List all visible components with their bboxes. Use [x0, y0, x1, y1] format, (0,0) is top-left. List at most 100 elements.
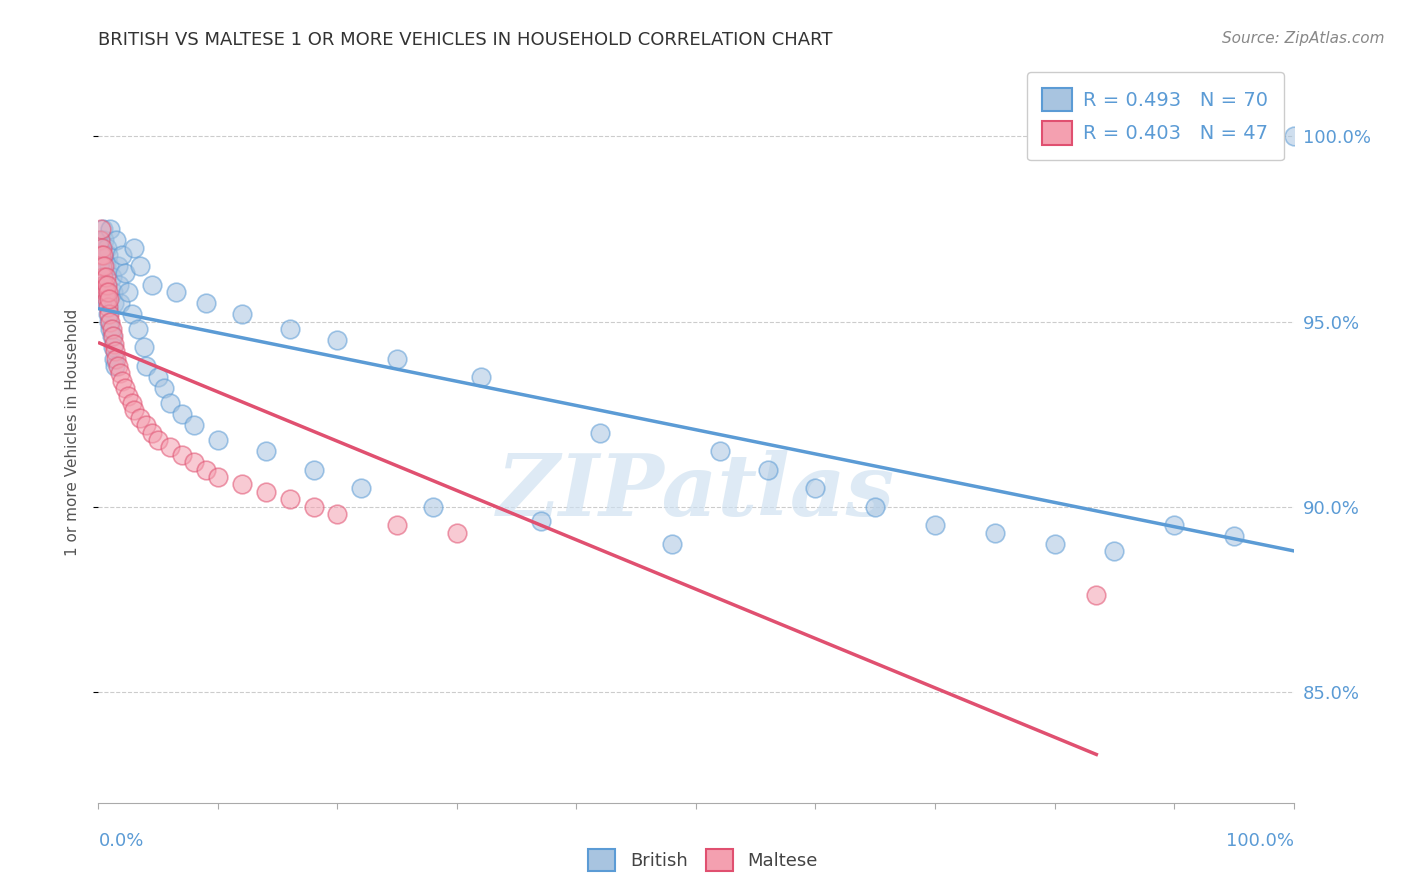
Point: [1085, 589, 1108, 603]
Point: [98, 293, 121, 307]
Point: [124, 240, 146, 254]
Point: [350, 481, 373, 495]
Point: [93, 277, 115, 292]
Point: [326, 507, 349, 521]
Point: [94, 259, 117, 273]
Point: [661, 536, 683, 550]
Point: [984, 525, 1007, 540]
Point: [865, 500, 887, 514]
Point: [89, 240, 111, 254]
Point: [231, 477, 253, 491]
Point: [117, 388, 139, 402]
Point: [1223, 529, 1246, 543]
Point: [446, 525, 468, 540]
Point: [111, 374, 134, 388]
Point: [207, 433, 229, 447]
Point: [91, 259, 114, 273]
Point: [96, 296, 118, 310]
Point: [278, 322, 301, 336]
Point: [98, 314, 121, 328]
Legend: R = 0.493   N = 70, R = 0.403   N = 47: R = 0.493 N = 70, R = 0.403 N = 47: [1026, 72, 1284, 161]
Point: [89, 233, 111, 247]
Point: [107, 277, 129, 292]
Point: [98, 314, 122, 328]
Point: [97, 285, 120, 299]
Point: [104, 359, 127, 373]
Point: [422, 500, 444, 514]
Point: [135, 359, 157, 373]
Point: [98, 307, 121, 321]
Point: [153, 381, 176, 395]
Point: [756, 462, 779, 476]
Point: [804, 481, 827, 495]
Point: [103, 336, 125, 351]
Point: [105, 351, 128, 366]
Point: [172, 448, 194, 462]
Point: [470, 370, 492, 384]
Point: [101, 285, 124, 299]
Point: [165, 285, 187, 299]
Point: [159, 396, 181, 410]
Point: [107, 259, 129, 273]
Point: [91, 267, 114, 281]
Point: [231, 307, 253, 321]
Point: [183, 418, 205, 433]
Text: ZIPatlas: ZIPatlas: [496, 450, 896, 533]
Point: [302, 462, 325, 476]
Point: [254, 484, 277, 499]
Point: [302, 500, 325, 514]
Point: [97, 300, 120, 314]
Point: [132, 341, 155, 355]
Point: [114, 381, 136, 395]
Point: [709, 444, 731, 458]
Point: [124, 403, 146, 417]
Point: [589, 425, 612, 440]
Point: [90, 233, 112, 247]
Point: [114, 267, 136, 281]
Point: [91, 248, 114, 262]
Point: [1282, 129, 1305, 144]
Text: 0.0%: 0.0%: [98, 832, 143, 850]
Point: [91, 240, 114, 254]
Point: [127, 322, 149, 336]
Point: [141, 425, 163, 440]
Point: [148, 370, 170, 384]
Point: [385, 518, 409, 533]
Point: [117, 285, 139, 299]
Text: Source: ZipAtlas.com: Source: ZipAtlas.com: [1222, 31, 1385, 46]
Point: [107, 359, 129, 373]
Point: [108, 296, 131, 310]
Text: BRITISH VS MALTESE 1 OR MORE VEHICLES IN HOUSEHOLD CORRELATION CHART: BRITISH VS MALTESE 1 OR MORE VEHICLES IN…: [98, 31, 832, 49]
Point: [129, 410, 152, 425]
Point: [97, 248, 120, 262]
Point: [183, 455, 205, 469]
Point: [135, 418, 157, 433]
Point: [98, 322, 122, 336]
Point: [90, 222, 112, 236]
Point: [91, 270, 114, 285]
Point: [148, 433, 170, 447]
Point: [93, 277, 115, 292]
Point: [103, 351, 125, 366]
Point: [1043, 536, 1066, 550]
Point: [101, 341, 124, 355]
Point: [105, 233, 128, 247]
Legend: British, Maltese: British, Maltese: [581, 842, 825, 879]
Point: [278, 492, 301, 507]
Point: [96, 240, 118, 254]
Point: [90, 248, 112, 262]
Point: [207, 470, 229, 484]
Point: [530, 515, 553, 529]
Point: [91, 248, 114, 262]
Point: [91, 222, 114, 236]
Point: [100, 270, 122, 285]
Point: [93, 259, 115, 273]
Point: [111, 248, 134, 262]
Point: [96, 277, 118, 292]
Point: [254, 444, 277, 458]
Point: [98, 222, 122, 236]
Point: [108, 367, 131, 381]
Point: [172, 407, 194, 421]
Point: [100, 329, 122, 343]
Point: [121, 307, 143, 321]
